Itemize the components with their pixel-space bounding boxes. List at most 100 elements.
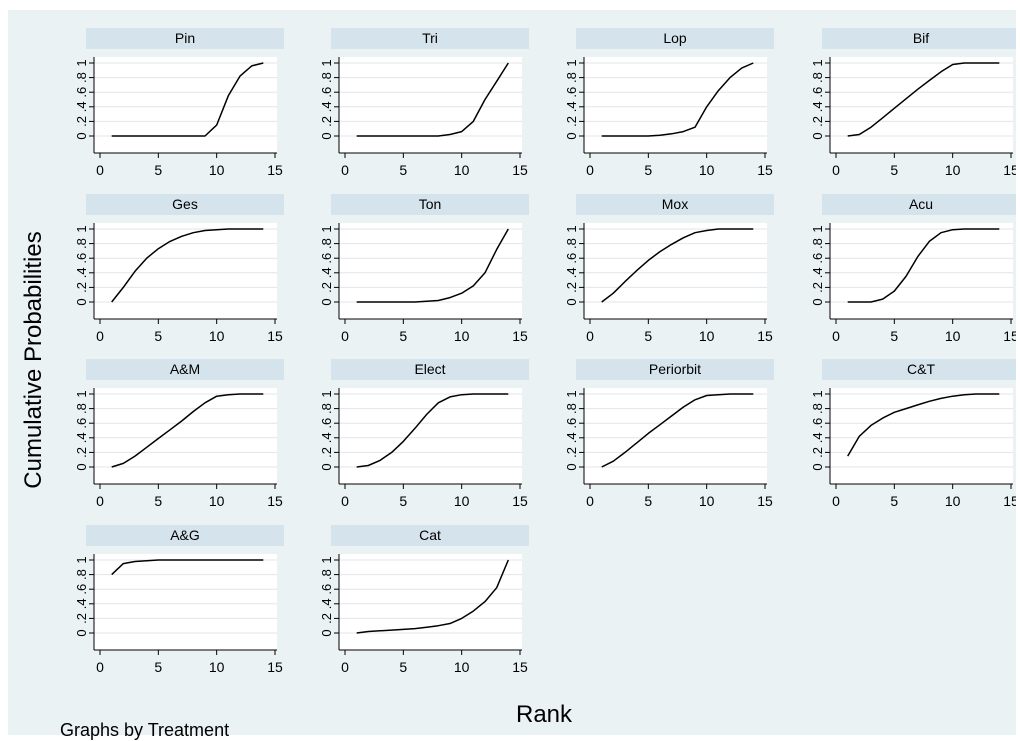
x-tick-label: 5 [890, 493, 898, 509]
y-tick-label: .8 [564, 72, 579, 83]
x-tick-label: 10 [945, 328, 961, 344]
y-tick-label: .2 [319, 282, 334, 293]
y-tick-label: .2 [810, 116, 825, 127]
panel-title-a-m: A&M [170, 361, 200, 377]
x-tick-label: 15 [512, 328, 528, 344]
y-tick-label: .2 [74, 447, 89, 458]
plot-area-bif [830, 57, 1013, 153]
x-tick-label: 10 [209, 659, 225, 675]
y-tick-label: .6 [74, 584, 89, 595]
y-tick-label: .8 [74, 569, 89, 580]
y-tick-label: .4 [319, 101, 334, 112]
y-tick-label: .4 [810, 432, 825, 443]
plot-area-lop [584, 57, 767, 153]
y-tick-label: 1 [319, 390, 334, 397]
plot-area-a-m [94, 388, 277, 484]
x-tick-label: 10 [945, 493, 961, 509]
y-tick-label: 0 [319, 629, 334, 636]
y-tick-label: 0 [74, 629, 89, 636]
y-tick-label: .4 [74, 432, 89, 443]
x-axis-title: Rank [516, 701, 572, 729]
x-tick-label: 15 [267, 328, 283, 344]
x-tick-label: 15 [512, 659, 528, 675]
x-tick-label: 5 [644, 328, 652, 344]
y-tick-label: .6 [564, 253, 579, 264]
y-tick-label: .8 [564, 238, 579, 249]
y-tick-label: .4 [319, 432, 334, 443]
y-tick-label: 1 [319, 225, 334, 232]
y-tick-label: .8 [319, 238, 334, 249]
y-tick-label: .4 [810, 267, 825, 278]
y-tick-label: .6 [319, 253, 334, 264]
x-tick-label: 0 [96, 328, 104, 344]
y-tick-label: 1 [319, 556, 334, 563]
y-tick-label: 0 [319, 298, 334, 305]
x-tick-label: 10 [454, 493, 470, 509]
y-tick-label: 1 [74, 225, 89, 232]
x-tick-label: 15 [757, 162, 773, 178]
plot-area-ges [94, 223, 277, 319]
y-tick-label: 0 [810, 298, 825, 305]
x-tick-label: 10 [454, 162, 470, 178]
y-tick-label: .6 [564, 418, 579, 429]
x-tick-label: 0 [341, 659, 349, 675]
y-tick-label: .2 [74, 116, 89, 127]
y-tick-label: .6 [74, 253, 89, 264]
x-tick-label: 15 [267, 493, 283, 509]
y-tick-label: .2 [74, 282, 89, 293]
y-tick-label: 1 [564, 225, 579, 232]
x-tick-label: 0 [96, 162, 104, 178]
x-tick-label: 10 [454, 659, 470, 675]
x-tick-label: 0 [96, 659, 104, 675]
y-tick-label: .4 [564, 101, 579, 112]
panel-title-cat: Cat [419, 527, 441, 543]
y-tick-label: 1 [319, 59, 334, 66]
graph-area: Pin 0.2.4.6.8 1 0 5 10 15 Tri 0.2.4.6.8 1 0 5 10 15 Lo… [8, 10, 1016, 735]
x-tick-label: 0 [341, 328, 349, 344]
x-tick-label: 0 [586, 493, 594, 509]
plot-area-pin [94, 57, 277, 153]
y-tick-label: .4 [810, 101, 825, 112]
x-tick-label: 15 [757, 493, 773, 509]
panel-title-acu: Acu [909, 196, 933, 212]
x-tick-label: 5 [154, 162, 162, 178]
x-tick-label: 15 [512, 493, 528, 509]
y-tick-label: .4 [74, 267, 89, 278]
y-tick-label: .2 [74, 613, 89, 624]
y-tick-label: 0 [74, 298, 89, 305]
x-tick-label: 0 [832, 328, 840, 344]
x-tick-label: 10 [699, 162, 715, 178]
panel-title-ton: Ton [419, 196, 442, 212]
y-axis-title: Cumulative Probabilities [20, 231, 48, 488]
y-tick-label: .6 [74, 418, 89, 429]
y-tick-label: .6 [810, 253, 825, 264]
y-tick-label: 1 [74, 59, 89, 66]
y-tick-label: 1 [810, 390, 825, 397]
y-tick-label: .6 [810, 87, 825, 98]
plot-area-c-t [830, 388, 1013, 484]
y-tick-label: 1 [810, 225, 825, 232]
y-tick-label: .8 [74, 72, 89, 83]
x-tick-label: 5 [399, 493, 407, 509]
y-tick-label: 0 [564, 298, 579, 305]
x-tick-label: 0 [586, 328, 594, 344]
y-tick-label: .8 [810, 403, 825, 414]
x-tick-label: 0 [341, 493, 349, 509]
y-tick-label: .2 [810, 447, 825, 458]
x-tick-label: 5 [399, 162, 407, 178]
x-tick-label: 5 [890, 328, 898, 344]
y-tick-label: 0 [74, 463, 89, 470]
y-tick-label: .8 [810, 238, 825, 249]
panel-title-lop: Lop [663, 30, 687, 46]
y-tick-label: 1 [810, 59, 825, 66]
y-tick-label: .6 [74, 87, 89, 98]
y-tick-label: .8 [319, 403, 334, 414]
x-tick-label: 5 [154, 659, 162, 675]
plot-area-ton [339, 223, 522, 319]
x-tick-label: 10 [699, 493, 715, 509]
y-tick-label: .2 [319, 447, 334, 458]
panel-title-periorbit: Periorbit [649, 361, 701, 377]
x-tick-label: 10 [699, 328, 715, 344]
x-tick-label: 15 [1003, 328, 1016, 344]
